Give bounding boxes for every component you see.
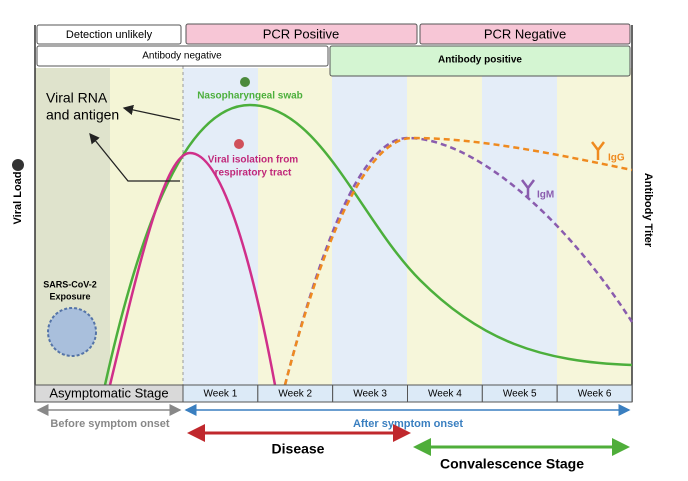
column: [557, 68, 632, 385]
antibody-icon: [591, 141, 605, 160]
virus-icon: [12, 159, 24, 171]
exposure-label: SARS-CoV-2: [43, 279, 97, 289]
virus-icon: [240, 77, 250, 87]
swab-label: Nasopharyngeal swab: [197, 91, 303, 102]
antibody-icon: [521, 179, 535, 198]
detection-label: Detection unlikely: [66, 29, 153, 41]
before-label: Before symptom onset: [50, 418, 170, 430]
isolation-curve: [108, 151, 277, 386]
asymptomatic-label: Asymptomatic Stage: [49, 385, 168, 400]
antibody-negative-box: [36, 45, 329, 67]
column: [258, 68, 332, 385]
week-label: Week 4: [428, 389, 462, 400]
column: [482, 68, 557, 385]
weeks: Week 1 Week 2 Week 3 Week 4 Week 5 Week 6: [182, 384, 633, 403]
virus-image: [47, 307, 97, 357]
igg-label: IgG: [608, 153, 625, 164]
right-axis-label: Antibody Titer: [642, 173, 654, 248]
columns: [35, 68, 632, 385]
antibody-positive-box: [329, 45, 631, 77]
week-box: [556, 384, 633, 403]
pointer-arrow: [89, 132, 180, 182]
week-label: Week 1: [204, 389, 238, 400]
isolation-label: respiratory tract: [215, 168, 292, 179]
viral-rna-label: Viral RNA: [46, 90, 108, 106]
pcr-negative-box: [419, 23, 631, 45]
column: [183, 68, 258, 385]
antibody-positive-label: Antibody positive: [438, 55, 522, 66]
pcr-negative-label: PCR Negative: [484, 26, 566, 41]
detection-box: [36, 24, 182, 45]
pointer-arrow: [122, 104, 181, 121]
week-label: Week 6: [578, 389, 612, 400]
isolation-label: Viral isolation from: [208, 155, 298, 166]
disease-label: Disease: [272, 441, 325, 457]
pcr-positive-label: PCR Positive: [263, 26, 340, 41]
left-axis-label: Viral Load: [12, 172, 24, 225]
week-label: Week 5: [503, 389, 537, 400]
antibody-negative-label: Antibody negative: [142, 51, 222, 62]
convalescence-label: Convalescence Stage: [440, 456, 584, 472]
week-label: Week 3: [353, 389, 387, 400]
week-label: Week 2: [278, 389, 312, 400]
viral-rna-label: and antigen: [46, 107, 119, 123]
pcr-positive-box: [185, 23, 418, 45]
igm-label: IgM: [537, 190, 554, 201]
igg-curve: [283, 136, 633, 386]
virus-icon: [234, 139, 244, 149]
column: [332, 68, 407, 385]
after-label: After symptom onset: [353, 418, 463, 430]
exposure-label: Exposure: [49, 291, 90, 301]
column: [407, 68, 482, 385]
